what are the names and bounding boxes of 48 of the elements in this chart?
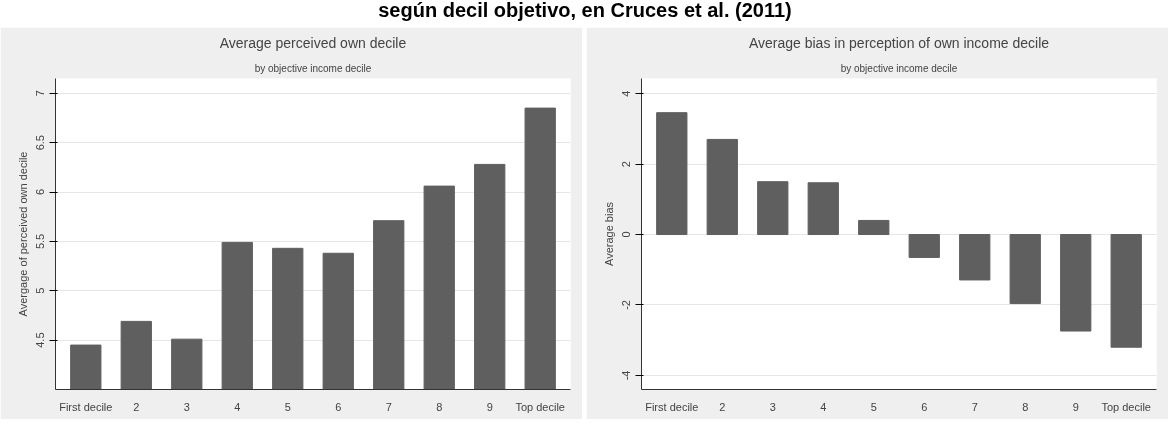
- bar: [1110, 234, 1142, 348]
- y-tick-label: 2: [620, 161, 633, 168]
- bar: [656, 112, 688, 236]
- x-tick-label: 6: [335, 400, 342, 413]
- bar: [908, 234, 940, 258]
- x-tick-label: 6: [921, 400, 928, 413]
- x-tick-label: 2: [133, 400, 140, 413]
- x-tick-label: First decile: [645, 400, 699, 413]
- x-tick-label: 2: [719, 400, 726, 413]
- x-tick-label: 8: [436, 400, 443, 413]
- x-tick-label: Top decile: [1101, 400, 1151, 413]
- x-tick-label: 7: [385, 400, 392, 413]
- y-tick-label: 4: [620, 90, 633, 97]
- x-tick-label: 4: [820, 400, 827, 413]
- bar: [1009, 234, 1041, 305]
- y-tick-label: 5: [34, 287, 47, 294]
- x-tick-label: 8: [1022, 400, 1029, 413]
- x-tick-label: 4: [234, 400, 241, 413]
- y-axis-title: Average bias: [602, 201, 615, 266]
- chart-title: Average bias in perception of own income decile: [748, 34, 1050, 51]
- y-axis-title: Avergage of perceived own decile: [16, 151, 29, 317]
- x-tick-label: Top decile: [515, 400, 565, 413]
- bar: [757, 181, 789, 236]
- x-tick-label: 9: [486, 400, 493, 413]
- bar: [706, 138, 738, 236]
- x-tick-label: 9: [1072, 400, 1079, 413]
- x-tick-label: 3: [769, 400, 776, 413]
- text: según decil objetivo, en Cruces et al. (2011): [378, 0, 792, 23]
- y-tick-label: -4: [620, 370, 633, 381]
- x-tick-label: 7: [971, 400, 978, 413]
- bar: [1060, 234, 1092, 332]
- y-tick-label: 6: [34, 188, 47, 196]
- y-tick-label: 7: [34, 90, 47, 97]
- y-tick-label: 0: [620, 231, 633, 238]
- chart-subtitle: by objective income decile: [840, 62, 958, 74]
- y-tick-label: 4.5: [34, 332, 47, 348]
- y-tick-label: 5.5: [34, 233, 47, 250]
- y-tick-label: -2: [620, 300, 633, 310]
- chart-title: Average perceived own decile: [219, 34, 407, 51]
- bar: [858, 219, 890, 236]
- x-tick-label: 5: [870, 400, 877, 413]
- bar: [959, 234, 991, 281]
- x-tick-label: 3: [183, 400, 190, 413]
- chart-subtitle: by objective income decile: [254, 62, 372, 74]
- x-tick-label: 5: [284, 400, 291, 413]
- x-tick-label: First decile: [59, 400, 113, 413]
- bar: [807, 182, 839, 236]
- y-tick-label: 6.5: [34, 135, 47, 151]
